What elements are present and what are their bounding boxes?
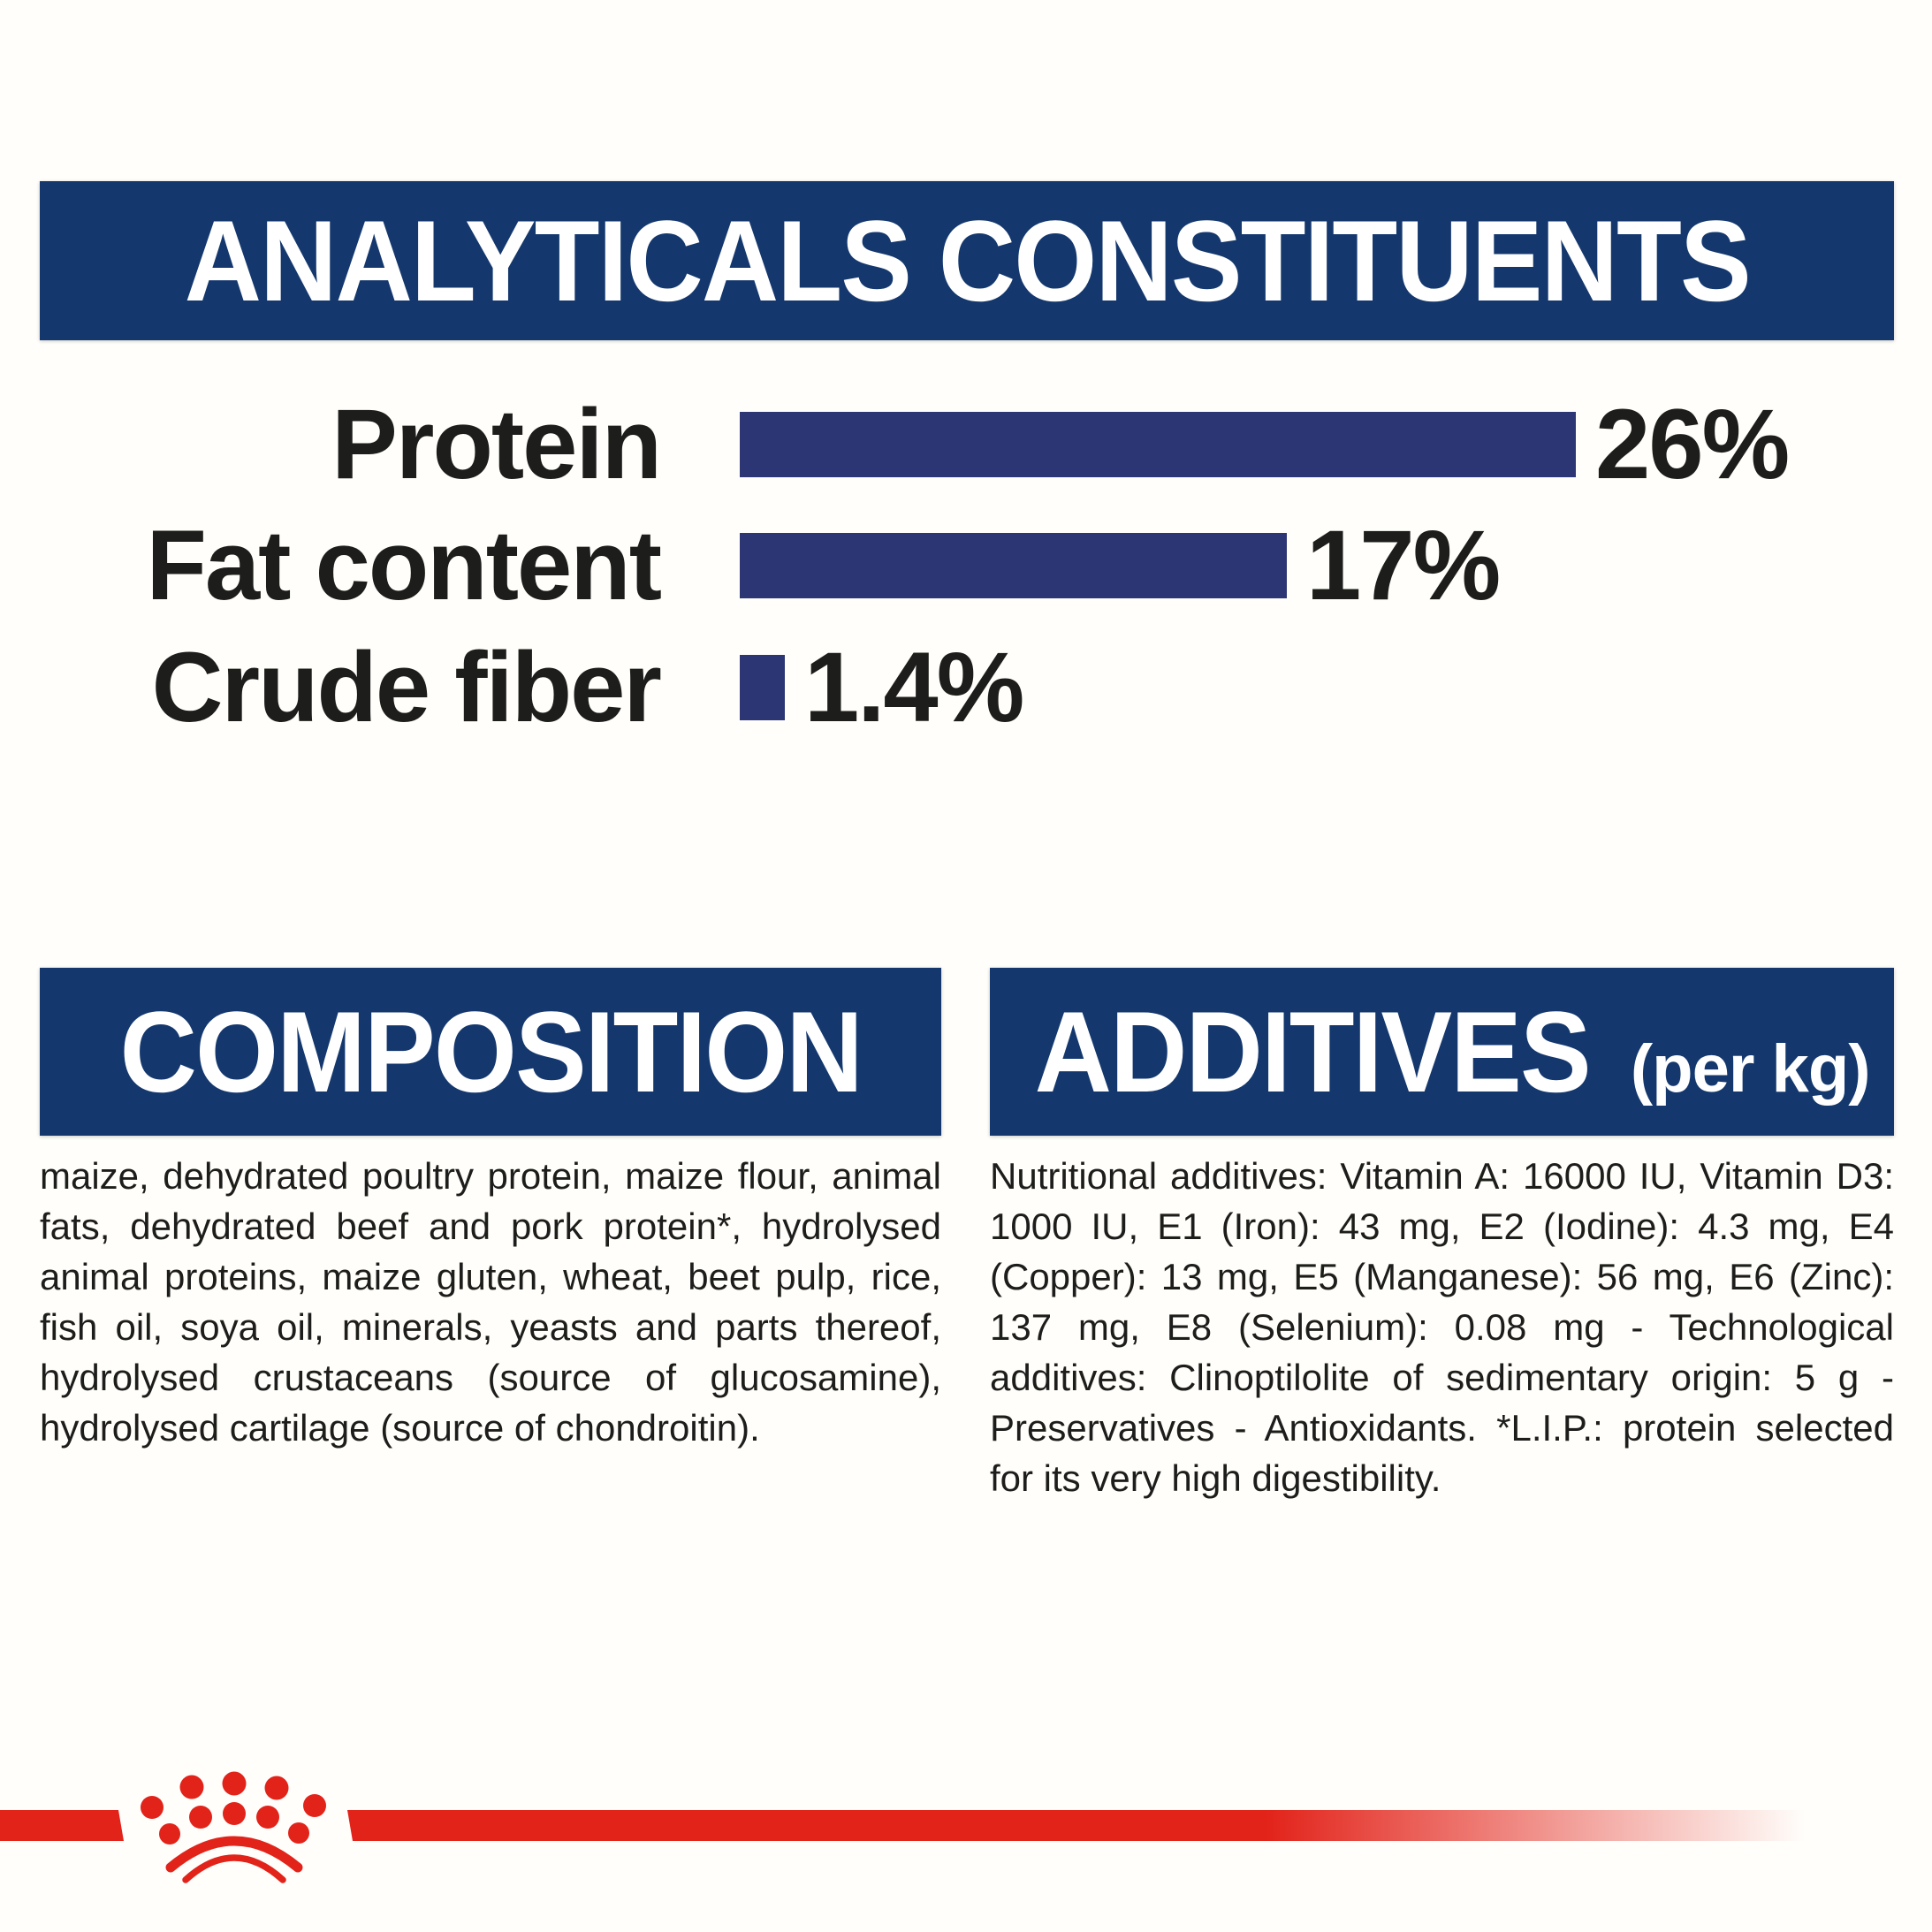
analyticals-title: ANALYTICALS CONSTITUENTS	[184, 196, 1751, 325]
chart-bar	[740, 655, 785, 720]
chart-bar-value: 26%	[1595, 389, 1790, 499]
chart-row: Protein 26%	[0, 395, 1932, 494]
crown-dot	[179, 1775, 204, 1799]
crown-dot	[141, 1796, 164, 1819]
crown-arc-inner	[182, 1854, 286, 1883]
chart-bar	[740, 533, 1287, 598]
chart-bar-value: 1.4%	[804, 632, 1024, 742]
additives-text: Nutritional additives: Vitamin A: 16000 …	[990, 1155, 1894, 1499]
additives-title-row: ADDITIVES (per kg)	[1014, 987, 1871, 1116]
crown-dot	[264, 1776, 289, 1800]
composition-title-bar: COMPOSITION	[40, 968, 941, 1136]
analyticals-title-bar: ANALYTICALS CONSTITUENTS	[40, 181, 1894, 340]
crown-dot	[223, 1802, 246, 1825]
chart-bar	[740, 412, 1576, 477]
chart-bar-value: 17%	[1306, 510, 1501, 620]
chart-row: Crude fiber 1.4%	[0, 638, 1932, 737]
composition-text: maize, dehydrated poultry protein, maize…	[40, 1155, 941, 1449]
chart-row-label: Protein	[331, 389, 662, 499]
royal-canin-crown-logo-icon	[141, 1771, 326, 1883]
crown-arc-outer	[165, 1836, 303, 1873]
crown-dot	[159, 1823, 180, 1845]
crown-dot	[288, 1822, 309, 1844]
additives-per-kg-label: (per kg)	[1630, 1031, 1871, 1107]
crown-dot	[256, 1806, 279, 1829]
chart-row: Fat content 17%	[0, 516, 1932, 615]
crown-dot	[222, 1771, 247, 1796]
brand-stripe-right	[347, 1810, 1932, 1841]
crown-dot	[303, 1794, 326, 1817]
additives-title-bar: ADDITIVES (per kg)	[990, 968, 1894, 1136]
chart-row-label: Crude fiber	[151, 632, 662, 742]
crown-dot	[189, 1806, 212, 1829]
additives-title: ADDITIVES	[1035, 987, 1592, 1116]
composition-title: COMPOSITION	[119, 987, 863, 1116]
chart-row-label: Fat content	[146, 510, 662, 620]
brand-stripe-left	[0, 1810, 124, 1841]
